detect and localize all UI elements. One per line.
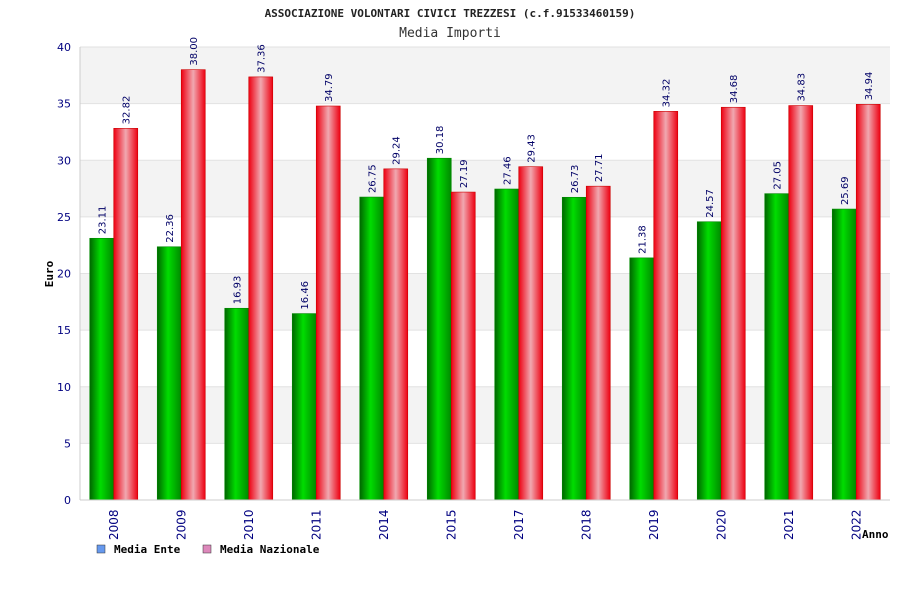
data-label: 25.69: [840, 176, 851, 205]
bar-media-ente-2011: [291, 313, 317, 501]
bar-media-ente-2018: [561, 196, 587, 501]
x-tick-label: 2021: [782, 509, 796, 540]
chart-subtitle: Media Importi: [399, 26, 501, 41]
bars: [89, 69, 881, 501]
y-tick-label: 5: [64, 437, 71, 450]
x-tick-label: 2011: [309, 509, 323, 540]
x-tick-label: 2015: [444, 509, 458, 540]
x-tick-label: 2008: [107, 509, 121, 540]
y-tick-label: 20: [57, 268, 71, 281]
y-tick-label: 40: [57, 41, 71, 54]
bar-media-nazionale-2008: [113, 128, 139, 501]
data-label: 34.83: [797, 73, 808, 102]
plot-background: [80, 46, 890, 501]
bar-media-ente-2009: [156, 246, 182, 501]
x-tick-label: 2022: [849, 509, 863, 540]
bar-media-ente-2014: [359, 196, 385, 501]
data-labels: 23.11 32.82 22.36 38.00 16.93 37.36 16.46 34.79…: [98, 37, 876, 310]
bar-media-ente-2021: [764, 193, 790, 501]
grid-band: [80, 330, 890, 387]
bar-media-nazionale-2022: [855, 104, 881, 501]
data-label: 27.46: [503, 156, 514, 185]
bar-media-nazionale-2015: [450, 191, 476, 501]
bar-media-ente-2010: [224, 307, 250, 501]
grid-band: [80, 47, 890, 104]
y-tick-label: 35: [57, 98, 71, 111]
data-label: 27.19: [459, 159, 470, 188]
legend-swatch-media-ente: [96, 544, 106, 554]
bar-media-nazionale-2020: [720, 106, 746, 501]
bar-media-ente-2017: [494, 188, 520, 501]
data-label: 34.94: [864, 72, 875, 101]
data-label: 30.18: [435, 126, 446, 155]
data-label: 23.11: [98, 206, 109, 235]
x-axis-label: Anno: [862, 528, 889, 541]
data-label: 38.00: [189, 37, 200, 66]
legend-item-media-ente: Media Ente: [96, 543, 181, 556]
x-tick-label: 2010: [242, 509, 256, 540]
data-label: 24.57: [705, 189, 716, 218]
y-tick-label: 10: [57, 381, 71, 394]
y-tick-label: 15: [57, 324, 71, 337]
data-label: 22.36: [165, 214, 176, 243]
y-axis-ticks: 0 5 10 15 20 25 30 35 40: [57, 41, 71, 507]
data-label: 29.43: [527, 134, 538, 163]
grid-band: [80, 103, 890, 161]
chart-title: ASSOCIAZIONE VOLONTARI CIVICI TREZZESI (…: [265, 7, 636, 20]
data-label: 34.32: [662, 79, 673, 108]
bar-media-ente-2015: [426, 157, 452, 501]
data-label: 32.82: [122, 96, 133, 125]
bar-media-nazionale-2018: [585, 185, 611, 501]
data-label: 26.75: [368, 164, 379, 193]
x-tick-label: 2020: [714, 509, 728, 540]
data-label: 16.93: [233, 276, 244, 305]
data-label: 34.68: [729, 75, 740, 104]
data-label: 26.73: [570, 165, 581, 194]
data-label: 27.71: [594, 154, 605, 183]
legend-label-media-ente: Media Ente: [114, 543, 181, 556]
bar-media-nazionale-2014: [383, 168, 409, 501]
bar-media-ente-2022: [831, 208, 857, 501]
legend: Media Ente Media Nazionale: [96, 543, 320, 556]
bar-media-ente-2008: [89, 237, 115, 501]
x-axis-ticks: 2008 2009 2010 2011 2014 2015 2017 2018 2019 2020…: [107, 509, 864, 540]
bar-media-nazionale-2017: [518, 166, 544, 501]
bar-media-ente-2019: [629, 257, 655, 501]
data-label: 16.46: [300, 281, 311, 310]
grid-band: [80, 273, 890, 331]
grid-band: [80, 443, 890, 500]
grid-band: [80, 216, 890, 274]
grid-band: [80, 160, 890, 217]
legend-swatch-media-nazionale: [202, 544, 212, 554]
x-tick-label: 2019: [647, 509, 661, 540]
x-tick-label: 2014: [377, 509, 391, 540]
data-label: 29.24: [392, 136, 403, 165]
x-tick-label: 2018: [579, 509, 593, 540]
bar-media-ente-2020: [696, 221, 722, 501]
data-label: 21.38: [638, 225, 649, 254]
bar-media-nazionale-2009: [180, 69, 206, 501]
bar-media-nazionale-2011: [315, 105, 341, 501]
data-label: 27.05: [773, 161, 784, 190]
bar-media-nazionale-2010: [248, 76, 274, 501]
legend-item-media-nazionale: Media Nazionale: [202, 543, 320, 556]
y-tick-label: 25: [57, 211, 71, 224]
bar-media-nazionale-2021: [788, 105, 814, 501]
x-tick-label: 2017: [512, 509, 526, 540]
bar-media-nazionale-2019: [653, 111, 679, 501]
y-axis-label: Euro: [43, 260, 56, 287]
legend-label-media-nazionale: Media Nazionale: [220, 543, 320, 556]
grid-band: [80, 386, 890, 444]
y-tick-label: 0: [64, 494, 71, 507]
data-label: 34.79: [324, 73, 335, 102]
y-tick-label: 30: [57, 154, 71, 167]
data-label: 37.36: [257, 44, 268, 73]
x-tick-label: 2009: [174, 509, 188, 540]
